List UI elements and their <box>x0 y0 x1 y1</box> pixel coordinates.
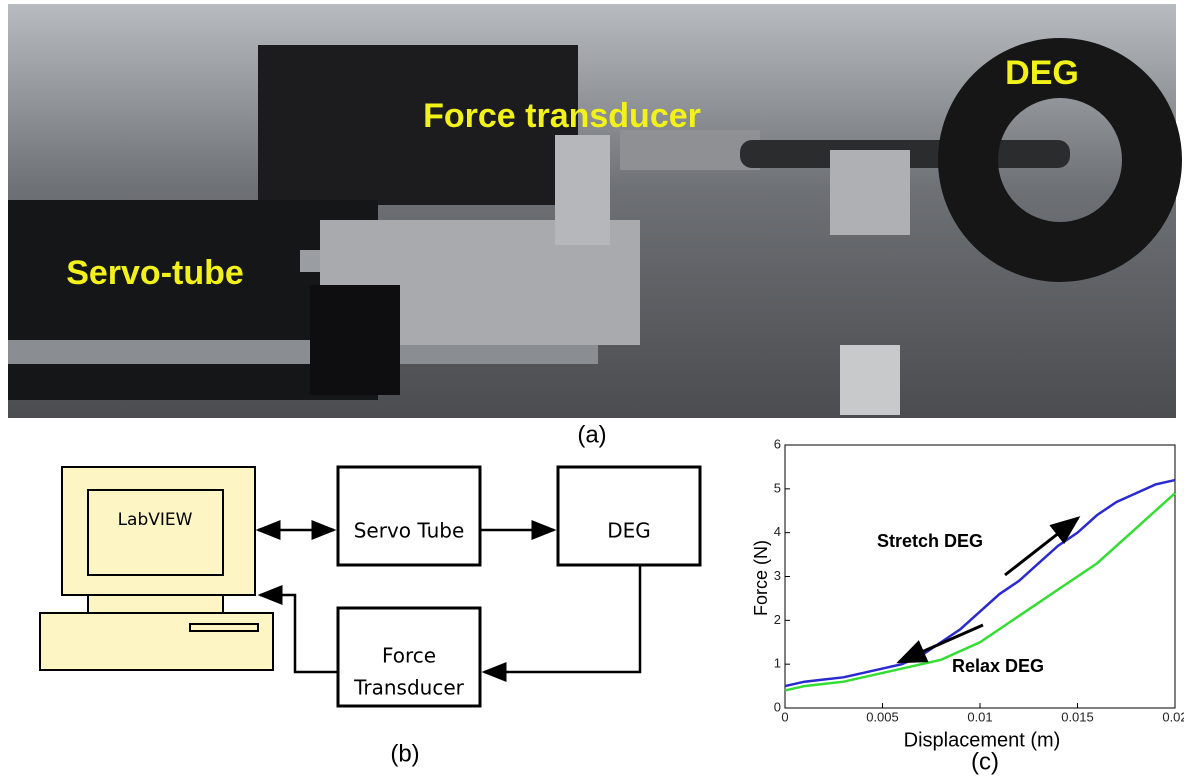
node-label: Force <box>382 644 436 668</box>
photo-label: Servo-tube <box>66 254 244 292</box>
x-tick-label: 0.015 <box>1061 709 1094 724</box>
annotation: Relax DEG <box>952 656 1044 676</box>
x-tick-label: 0.005 <box>866 709 899 724</box>
caption: (a) <box>577 421 606 448</box>
chart: 0 0.005 0.01 0.015 0.02 0 1 2 3 4 5 6 <box>774 436 1184 724</box>
diagram-boxes <box>338 467 700 706</box>
y-tick-label: 6 <box>774 436 781 451</box>
y-tick-label: 1 <box>774 656 781 671</box>
y-tick-label: 2 <box>774 612 781 627</box>
node-label: Servo Tube <box>354 519 465 543</box>
x-tick-label: 0.02 <box>1162 709 1184 724</box>
y-tick-label: 5 <box>774 480 781 495</box>
photo <box>8 4 1176 418</box>
node-label: DEG <box>607 519 651 543</box>
y-tick-label: 4 <box>774 524 781 539</box>
node-label: LabVIEW <box>118 510 193 530</box>
x-tick-label: 0.01 <box>967 709 992 724</box>
photo-label: Force transducer <box>423 97 701 135</box>
caption: (c) <box>971 748 999 775</box>
figure: Servo-tube Force transducer DEG (a) LabV… <box>0 0 1184 776</box>
y-axis-label: Force (N) <box>751 540 771 616</box>
computer <box>40 467 273 670</box>
x-tick-label: 0 <box>781 709 788 724</box>
annotation: Stretch DEG <box>877 531 983 551</box>
node-label: Transducer <box>353 676 465 700</box>
caption: (b) <box>390 740 419 767</box>
photo-label: DEG <box>1005 54 1079 92</box>
y-tick-label: 0 <box>774 699 781 714</box>
y-tick-label: 3 <box>774 568 781 583</box>
